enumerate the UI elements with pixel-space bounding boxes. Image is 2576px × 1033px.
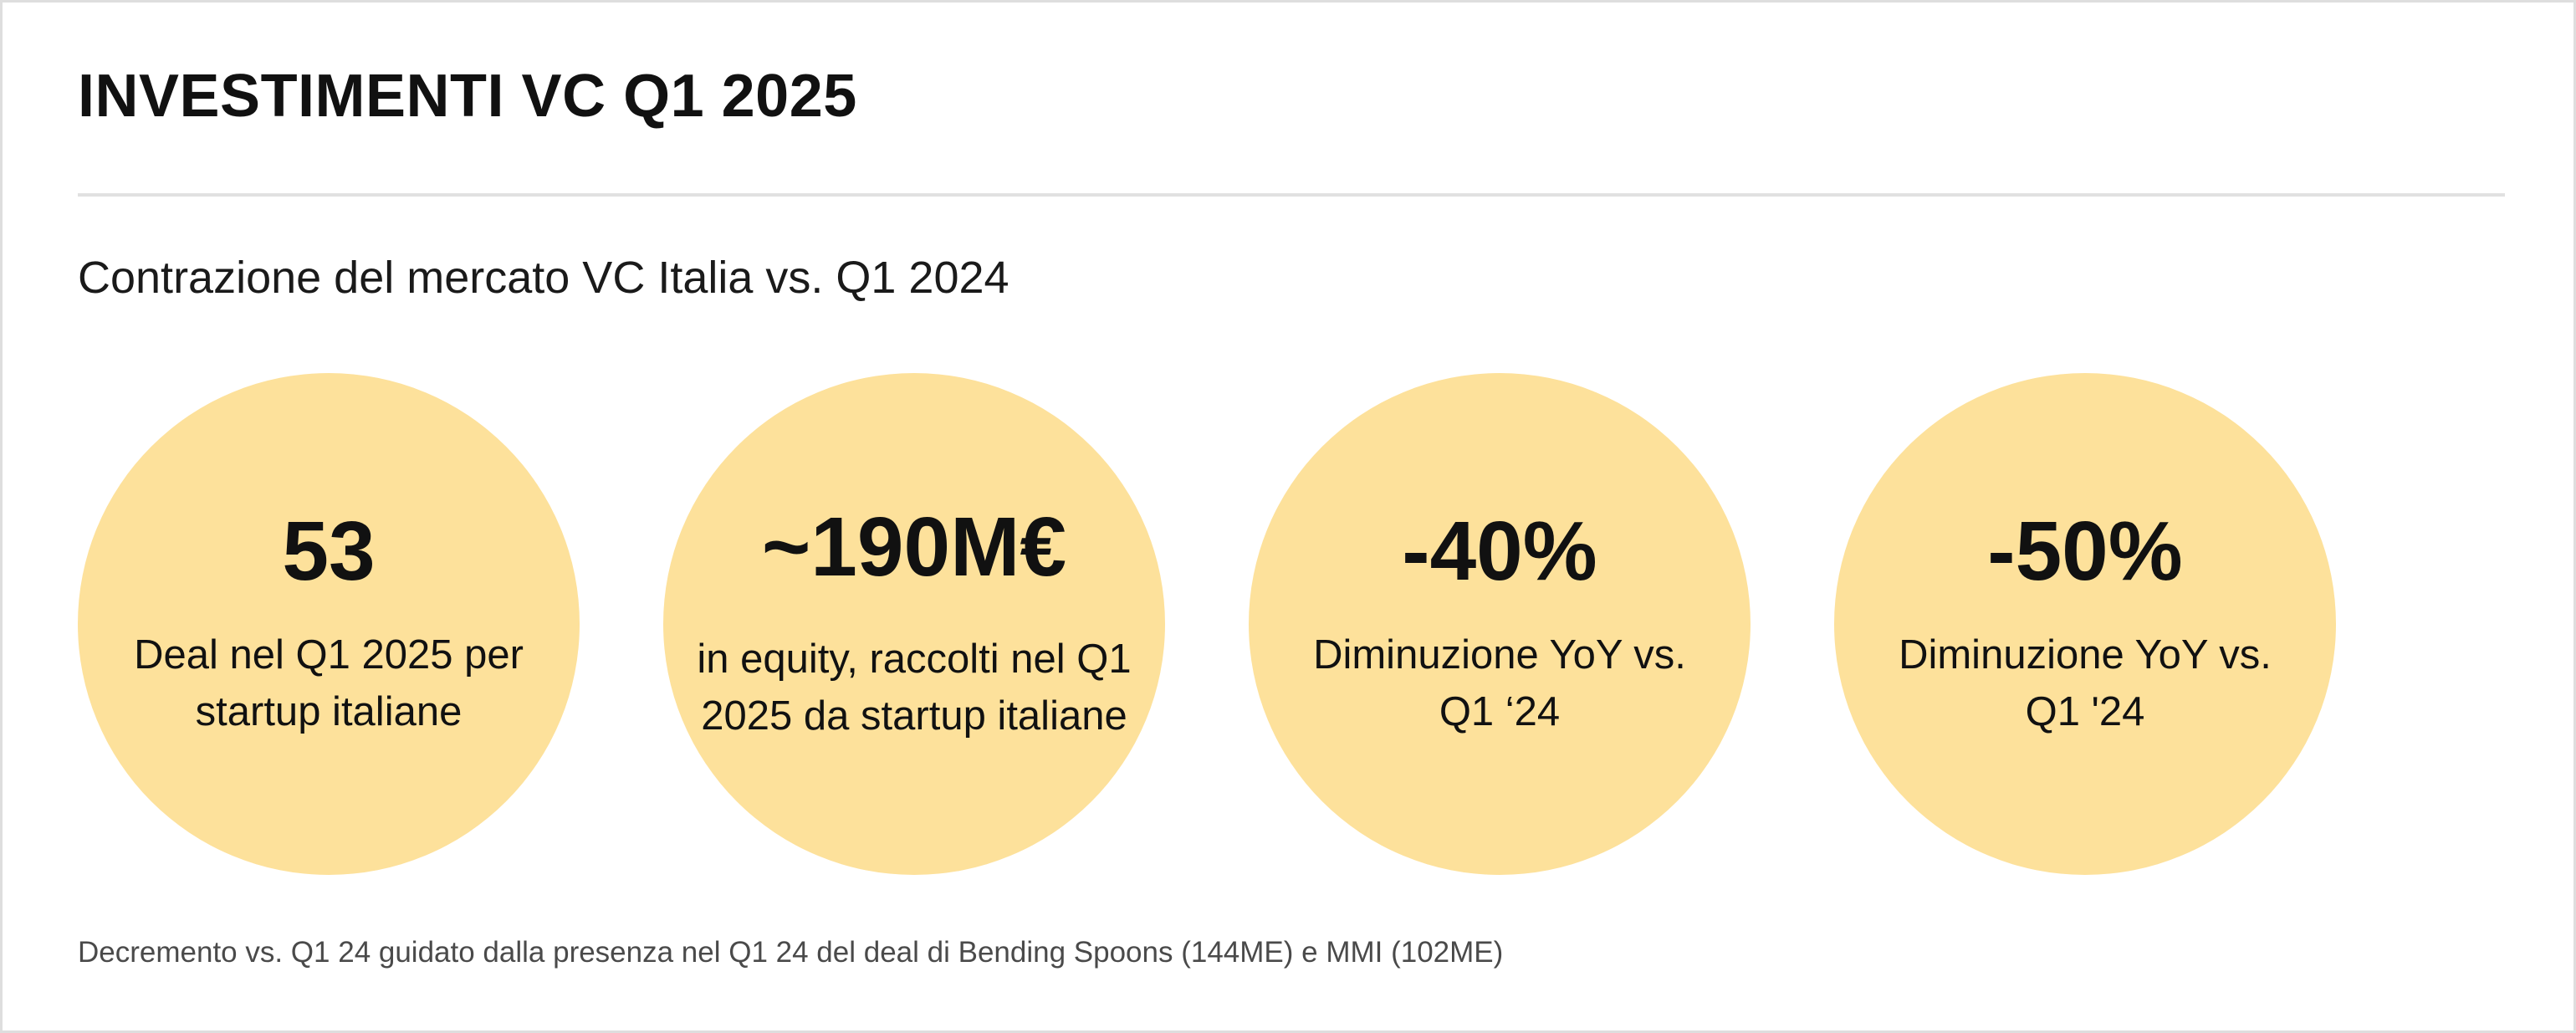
kpi-circle-decrease-deals: -40% Diminuzione YoY vs. Q1 ‘24 xyxy=(1249,373,1751,875)
kpi-value: 53 xyxy=(282,504,376,598)
kpi-circle-decrease-equity: -50% Diminuzione YoY vs. Q1 '24 xyxy=(1834,373,2336,875)
slide-title: INVESTIMENTI VC Q1 2025 xyxy=(78,63,857,130)
kpi-value: -40% xyxy=(1402,504,1597,598)
kpi-description: Deal nel Q1 2025 per startup italiane xyxy=(134,632,524,734)
kpi-value: ~190M€ xyxy=(761,499,1067,594)
kpi-description: Diminuzione YoY vs. Q1 '24 xyxy=(1899,632,2272,734)
title-divider xyxy=(78,193,2505,197)
kpi-description: Diminuzione YoY vs. Q1 ‘24 xyxy=(1313,632,1686,734)
kpi-circle-equity: ~190M€ in equity, raccolti nel Q1 2025 d… xyxy=(663,373,1165,875)
kpi-description: in equity, raccolti nel Q1 2025 da start… xyxy=(697,636,1132,739)
kpi-circle-deals: 53 Deal nel Q1 2025 per startup italiane xyxy=(78,373,580,875)
slide-subtitle: Contrazione del mercato VC Italia vs. Q1… xyxy=(78,253,1009,303)
footnote: Decremento vs. Q1 24 guidato dalla prese… xyxy=(78,936,1504,969)
kpi-value: -50% xyxy=(1987,504,2183,598)
